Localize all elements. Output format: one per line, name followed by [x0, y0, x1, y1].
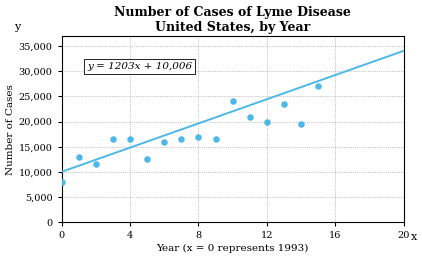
Point	[195, 135, 202, 139]
Text: y: y	[14, 22, 20, 32]
Point	[127, 137, 133, 141]
Point	[229, 99, 236, 104]
Point	[144, 157, 151, 161]
Point	[161, 140, 168, 144]
Point	[110, 137, 116, 141]
Text: x: x	[411, 232, 417, 242]
Point	[58, 180, 65, 184]
Point	[298, 122, 304, 126]
Point	[212, 137, 219, 141]
Y-axis label: Number of Cases: Number of Cases	[5, 84, 14, 175]
X-axis label: Year (x = 0 represents 1993): Year (x = 0 represents 1993)	[157, 244, 309, 254]
Point	[263, 119, 270, 124]
Point	[76, 155, 82, 159]
Point	[281, 102, 287, 106]
Point	[178, 137, 185, 141]
Point	[92, 162, 99, 166]
Title: Number of Cases of Lyme Disease
United States, by Year: Number of Cases of Lyme Disease United S…	[114, 5, 351, 34]
Point	[315, 84, 322, 89]
Text: y = 1203x + 10,006: y = 1203x + 10,006	[87, 62, 192, 71]
Point	[246, 114, 253, 119]
